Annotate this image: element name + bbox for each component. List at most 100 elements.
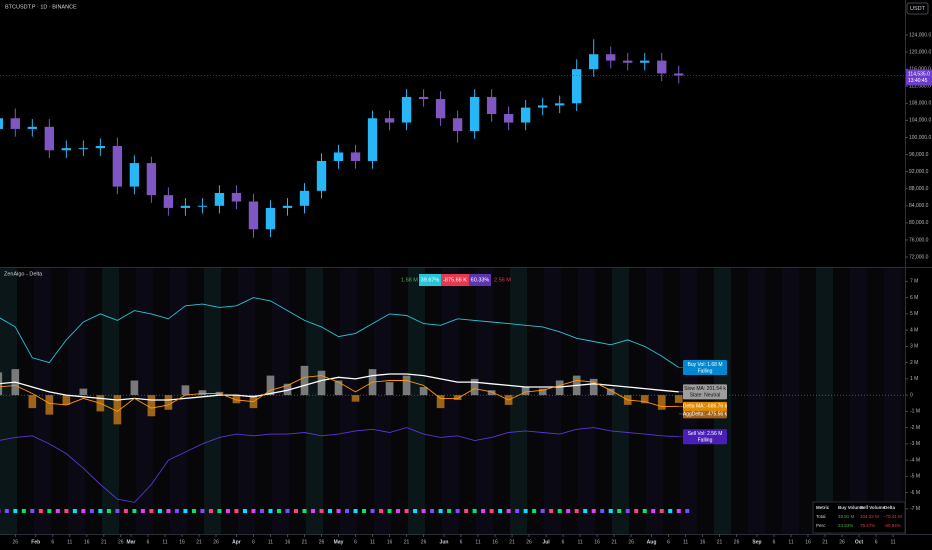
x-tick-label: Jun — [440, 539, 449, 545]
y-tick-label: 76,000.0 — [909, 237, 929, 243]
signal-square — [345, 509, 350, 513]
delta-bar — [453, 395, 462, 400]
x-tick-label: 21 — [101, 539, 107, 545]
x-tick-label: Sep — [752, 539, 761, 545]
signal-square — [132, 509, 137, 513]
signal-square — [396, 509, 401, 513]
candle-body — [163, 195, 174, 208]
last-price-tag — [906, 69, 932, 86]
candle-body — [589, 54, 599, 70]
x-tick-label: 26 — [13, 539, 19, 545]
table-header: Sell Volume — [860, 505, 886, 510]
signal-square — [430, 509, 435, 513]
x-tick-label: Jul — [542, 539, 550, 545]
x-tick-label: Apr — [232, 539, 241, 545]
delta-bar — [657, 395, 666, 410]
y-tick-label: 2 M — [910, 360, 918, 366]
candle-body — [95, 146, 106, 149]
band — [748, 268, 765, 534]
candle-body — [452, 118, 463, 132]
signal-square — [447, 509, 452, 513]
signal-square — [532, 509, 537, 513]
band — [102, 268, 119, 534]
x-tick-label: 21 — [717, 539, 723, 545]
y-tick-label: -6 M — [910, 490, 920, 496]
x-tick-label: 11 — [683, 539, 688, 545]
currency-button[interactable] — [906, 2, 929, 15]
signal-square — [81, 509, 86, 513]
candle-body — [78, 148, 89, 150]
delta-bar — [521, 387, 530, 396]
signal-square — [13, 509, 18, 513]
signal-square — [174, 509, 179, 513]
candles — [0, 39, 684, 238]
x-tick-label: 21 — [302, 539, 308, 545]
signal-square — [268, 509, 273, 513]
table-header: Metric — [816, 505, 830, 510]
signal-square — [489, 509, 494, 513]
signal-square — [438, 509, 443, 513]
end-label-box — [683, 401, 727, 411]
signal-square — [64, 509, 69, 513]
y-tick-label: 92,000.0 — [909, 169, 929, 175]
y-tick-label: 3 M — [910, 344, 918, 350]
signal-square — [642, 509, 647, 513]
table-cell: 75.47% — [860, 523, 875, 528]
delta-bar — [28, 395, 37, 409]
signal-square — [302, 509, 307, 513]
candle-body — [572, 69, 582, 104]
x-tick-label: 6 — [252, 539, 255, 545]
y-tick-label: -7 M — [910, 506, 920, 512]
end-label-box — [683, 384, 727, 400]
summary-delta: -875.66 K — [443, 277, 467, 283]
signal-square — [191, 509, 196, 513]
candle-body — [367, 118, 378, 161]
x-tick-label: Aug — [647, 539, 657, 545]
end-label-box — [683, 409, 727, 419]
x-tick-label: 16 — [285, 539, 291, 545]
delta-bar — [266, 375, 275, 396]
table-cell: 104.32 M — [860, 514, 879, 519]
table-cell: 24.53% — [838, 523, 853, 528]
band — [204, 268, 221, 534]
candle-body — [384, 118, 395, 123]
candle-body — [112, 146, 123, 187]
signal-square — [242, 509, 247, 513]
end-label-box — [683, 429, 727, 445]
band — [544, 268, 561, 534]
candle-body — [214, 192, 225, 206]
delta-bar — [113, 395, 122, 425]
summary-strip: 1.68 M 39.67% -875.66 K 60.33% 2.56 M — [401, 274, 511, 286]
signal-square — [225, 509, 230, 513]
x-tick-label: 16 — [84, 539, 90, 545]
candle-body — [299, 190, 310, 206]
signal-square — [625, 509, 630, 513]
x-tick-label: 11 — [67, 539, 72, 545]
y-tick-label: 72,000.0 — [909, 254, 929, 260]
x-tick-label: 11 — [370, 539, 375, 545]
delta-bar — [317, 370, 326, 396]
y-tick-label: -1 M — [910, 409, 920, 415]
band — [612, 268, 629, 534]
delta-bar — [79, 388, 88, 396]
signal-square — [55, 509, 60, 513]
signal-square — [591, 509, 596, 513]
signal-square — [123, 509, 128, 513]
candle-body — [401, 96, 412, 123]
y-tick-label: -4 M — [910, 457, 920, 463]
x-tick-label: 26 — [526, 539, 532, 545]
delta-bar — [300, 365, 309, 396]
delta-bar — [606, 388, 615, 396]
end-label: Buy Vol: 1.68 M — [687, 362, 722, 368]
x-tick-label: 26 — [421, 539, 427, 545]
candle-body — [640, 60, 650, 63]
summary-sell-pct-box — [469, 274, 491, 286]
x-tick-label: 6 — [562, 539, 565, 545]
signal-square — [634, 509, 639, 513]
currency-label[interactable]: USDT — [910, 6, 926, 12]
signal-square — [98, 509, 103, 513]
band — [782, 268, 799, 534]
x-tick-label: 26 — [213, 539, 219, 545]
